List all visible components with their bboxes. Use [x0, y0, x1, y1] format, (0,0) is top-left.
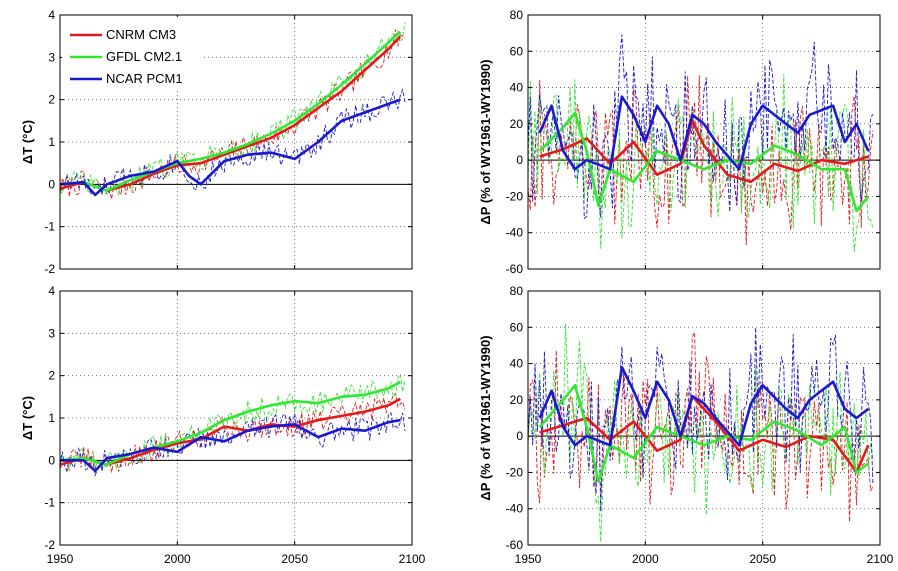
series-annual-trace: [528, 323, 874, 543]
legend: CNRM CM3 GFDL CM2.1 NCAR PCM1: [62, 17, 202, 89]
y-tick-label: 4: [48, 284, 55, 298]
chart-panel-top-right: -60 -40 -20 0 20 40 60 80 ΔP (% of WY1961-WY1990…: [478, 8, 881, 276]
y-axis-label: ΔT (°C): [20, 120, 35, 164]
plot-area: [60, 372, 406, 477]
y-tick-label: 0: [516, 429, 523, 443]
chart-panel-top-left: -2 -1 0 1 2 3 4 ΔT (°C) CNRM CM3 GFDL CM2.1 NCAR P…: [20, 8, 413, 276]
y-axis-label: ΔP (% of WY1961-WY1990): [478, 335, 493, 500]
y-axis-label: ΔT (°C): [20, 396, 35, 440]
y-tick-label: -1: [44, 220, 55, 234]
chart-panel-bottom-right: 1950 2000 2050 2100 -60 -40 -20 0 20 40 60 80 ΔP (% …: [478, 284, 894, 566]
y-tick-label: 80: [510, 8, 524, 22]
y-tick-label: -40: [506, 226, 524, 240]
x-tick-label: 1950: [515, 552, 542, 566]
x-tick-label: 2050: [281, 552, 308, 566]
series-annual-trace: [528, 34, 874, 220]
y-axis-label: ΔP (% of WY1961-WY1990): [478, 59, 493, 224]
y-tick-label: 80: [510, 284, 524, 298]
series-line-gfdl-cm2-1: [60, 380, 401, 466]
series-line-cnrm-cm3: [60, 35, 402, 192]
y-tick-label: -40: [506, 502, 524, 516]
series-line-ncar-pcm1: [60, 418, 401, 473]
y-tick-label: -1: [44, 496, 55, 510]
y-tick-label: 0: [48, 453, 55, 467]
series-line-ncar-pcm1: [538, 95, 870, 171]
x-tick-label: 2050: [749, 552, 776, 566]
series-line-gfdl-cm2-1: [60, 30, 402, 192]
y-tick-label: 0: [516, 153, 523, 167]
y-tick-label: 20: [510, 117, 524, 131]
series-annual-trace: [60, 22, 406, 197]
x-tick-label: 2100: [399, 552, 426, 566]
series-line-cnrm-cm3: [60, 397, 401, 466]
axes-frame: [527, 290, 881, 546]
series-line-gfdl-cm2-1: [538, 384, 870, 483]
y-tick-label: 4: [48, 8, 55, 22]
y-tick-label: 1: [48, 411, 55, 425]
series-line-ncar-pcm1: [538, 365, 870, 447]
series-annual-trace: [528, 73, 874, 253]
chart-panel-bottom-left: 1950 2000 2050 2100 -2 -1 0 1 2 3 4 ΔT (°C): [20, 284, 426, 566]
y-tick-label: -2: [44, 538, 55, 552]
y-tick-label: 0: [48, 177, 55, 191]
plot-area: [60, 22, 406, 200]
plot-area: [528, 34, 874, 253]
legend-entry: GFDL CM2.1: [106, 49, 182, 64]
y-tick-label: 20: [510, 393, 524, 407]
x-tick-label: 2000: [164, 552, 191, 566]
series-annual-trace: [60, 88, 406, 196]
y-tick-label: -20: [506, 189, 524, 203]
y-tick-label: 2: [48, 93, 55, 107]
axes-frame: [527, 14, 881, 270]
plot-area: [528, 323, 874, 543]
y-tick-label: 40: [510, 357, 524, 371]
y-tick-label: -60: [506, 538, 524, 552]
series-line-cnrm-cm3: [539, 118, 869, 184]
y-tick-label: 3: [48, 326, 55, 340]
y-tick-label: 1: [48, 135, 55, 149]
series-annual-trace: [60, 412, 406, 477]
y-tick-label: -20: [506, 465, 524, 479]
series-line-cnrm-cm3: [539, 394, 870, 474]
legend-entry: CNRM CM3: [106, 27, 176, 42]
x-tick-label: 2100: [867, 552, 894, 566]
y-tick-label: 3: [48, 50, 55, 64]
series-line-gfdl-cm2-1: [538, 111, 870, 213]
y-tick-label: 60: [510, 320, 524, 334]
series-annual-trace: [60, 392, 406, 474]
series-line-ncar-pcm1: [60, 98, 401, 197]
y-tick-label: 60: [510, 44, 524, 58]
x-tick-label: 2000: [632, 552, 659, 566]
y-tick-label: -2: [44, 262, 55, 276]
y-tick-label: 2: [48, 369, 55, 383]
y-tick-label: 40: [510, 81, 524, 95]
x-tick-label: 1950: [47, 552, 74, 566]
legend-entry: NCAR PCM1: [106, 71, 183, 86]
y-tick-label: -60: [506, 262, 524, 276]
